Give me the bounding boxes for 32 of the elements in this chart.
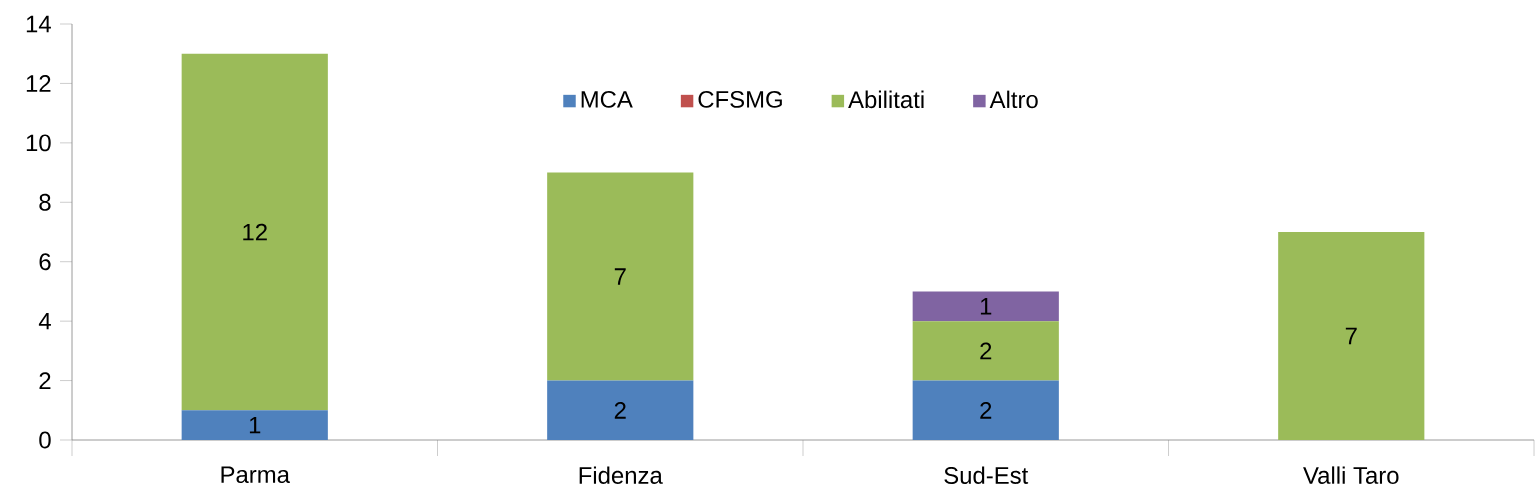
x-tick-label: Parma	[221, 466, 290, 484]
y-tick-label: 14	[26, 15, 51, 33]
data-label: 2	[980, 401, 992, 419]
legend-label: Altro	[989, 90, 1038, 109]
bar	[181, 53, 328, 411]
x-tick-label: Sud-Est	[944, 466, 1029, 484]
x-tick-label: Valli Taro	[1303, 466, 1399, 484]
data-label: 1	[249, 416, 261, 434]
data-label: 2	[980, 342, 992, 360]
data-label: 7	[614, 268, 626, 285]
y-tick-label: 6	[39, 253, 51, 271]
legend-label: MCA	[581, 90, 633, 108]
bar	[1278, 232, 1425, 440]
data-label: 2	[614, 401, 626, 419]
bar	[181, 410, 328, 440]
y-tick-label: 4	[38, 312, 51, 330]
bar	[912, 291, 1059, 322]
legend-label: CFSMG	[698, 90, 782, 108]
y-tick-label: 10	[26, 134, 51, 152]
y-tick-label: 0	[39, 431, 51, 449]
y-tick-label: 8	[39, 193, 51, 211]
bar	[547, 172, 694, 381]
data-label: 7	[1345, 327, 1357, 345]
data-label: 12	[243, 223, 267, 241]
data-label: 1	[980, 298, 992, 315]
bar	[912, 321, 1059, 381]
legend-label: Abilitati	[848, 90, 924, 109]
x-tick-label: Fidenza	[579, 466, 663, 484]
bar	[912, 380, 1059, 440]
y-tick-label: 12	[26, 75, 51, 92]
bar	[547, 380, 694, 440]
y-tick-label: 2	[39, 372, 51, 389]
